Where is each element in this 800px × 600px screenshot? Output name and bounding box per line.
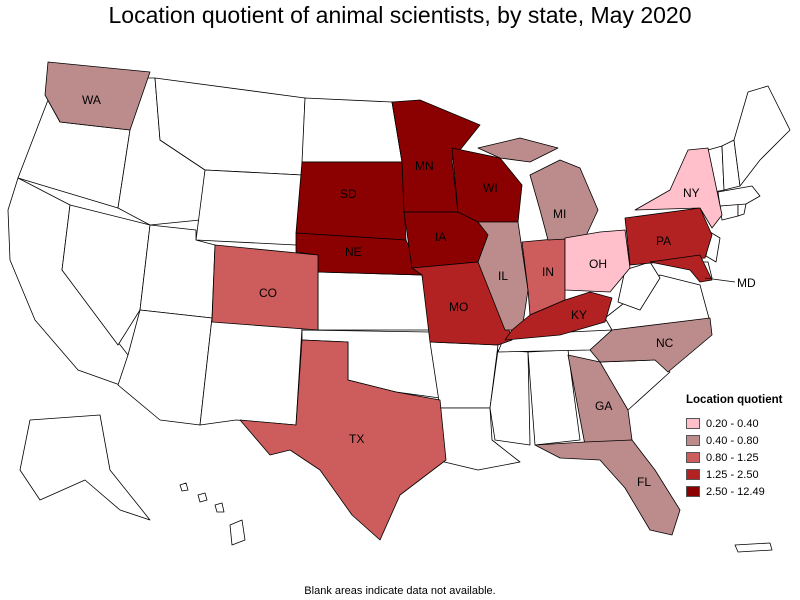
state-ks [317,271,431,331]
label-mn: MN [415,159,434,173]
legend-item: 1.25 - 2.50 [686,466,798,483]
state-co [211,244,319,331]
legend-label: 0.80 - 1.25 [706,451,759,464]
label-co: CO [259,286,277,300]
state-ri [737,203,747,217]
state-oh [564,229,631,293]
state-sd [295,161,407,241]
map-title: Location quotient of animal scientists, … [108,2,692,28]
state-nm [199,317,303,426]
label-il: IL [498,269,508,283]
label-ne: NE [345,245,362,259]
label-tx: TX [349,432,364,446]
map-legend: Location quotient 0.20 - 0.40 0.40 - 0.80… [686,394,798,500]
label-wi: WI [483,181,498,195]
legend-item: 0.20 - 0.40 [686,415,798,432]
legend-item: 0.40 - 0.80 [686,432,798,449]
state-hi [179,482,246,546]
state-az [117,309,213,426]
state-md [649,254,713,283]
state-fl [534,439,681,536]
label-ky: KY [571,308,587,322]
label-ny: NY [683,186,700,200]
state-tx [239,339,447,541]
legend-label: 0.40 - 0.80 [706,434,759,447]
state-ct [719,203,739,221]
legend-swatch [686,486,700,497]
label-fl: FL [637,475,651,489]
state-nd [301,97,403,163]
label-mo: MO [449,300,468,314]
label-mi: MI [553,207,566,221]
state-ak [19,414,151,521]
legend-label: 2.50 - 12.49 [706,485,765,498]
legend-label: 0.20 - 0.40 [706,417,759,430]
legend-swatch [686,469,700,480]
md-callout-line [704,277,736,283]
legend-item: 2.50 - 12.49 [686,483,798,500]
legend-item: 0.80 - 1.25 [686,449,798,466]
label-wa: WA [82,93,101,107]
state-me [733,85,791,187]
legend-swatch [686,452,700,463]
legend-title: Location quotient [686,394,783,406]
state-labels: WA SD MN WI NE IA MI NY PA CO IL IN OH M… [82,93,756,489]
data-states [44,61,723,541]
state-nc [589,317,713,373]
state-pa [624,207,713,266]
state-ky [504,291,613,341]
state-ga [567,354,633,446]
state-wy [195,169,303,246]
legend-swatch [686,418,700,429]
state-ms [489,349,531,446]
state-ar [429,341,499,409]
state-ny [634,147,723,229]
label-nc: NC [656,336,674,350]
legend-label: 1.25 - 2.50 [706,468,759,481]
state-wa [44,61,151,131]
label-ga: GA [595,399,612,413]
state-mi [477,137,599,241]
blank-states [7,77,791,553]
state-nv [61,204,151,346]
legend-swatch [686,435,700,446]
label-in: IN [542,265,554,279]
label-ia: IA [435,230,446,244]
territory-pr [734,542,773,553]
label-pa: PA [656,234,671,248]
state-mn [391,99,481,213]
label-sd: SD [340,187,357,201]
label-md: MD [737,276,756,290]
label-oh: OH [589,257,607,271]
footnote: Blank areas indicate data not available. [304,585,496,597]
